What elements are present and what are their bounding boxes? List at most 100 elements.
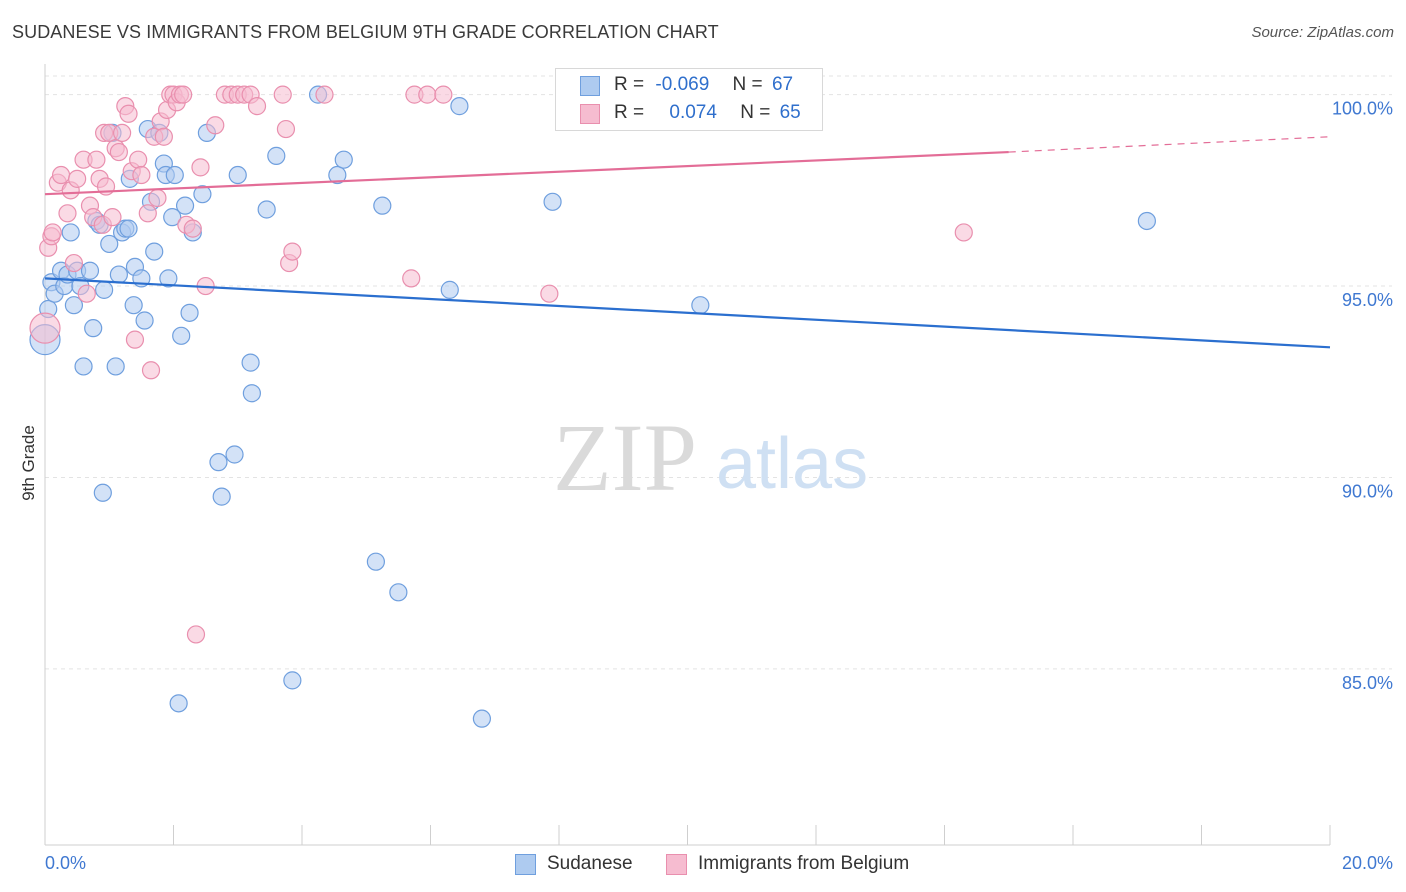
sudanese-point [95, 280, 114, 299]
belgium-point [64, 253, 84, 273]
sudanese-point [119, 219, 138, 238]
y-tick-label: 85.0% [1342, 673, 1393, 693]
belgium-point [247, 97, 267, 116]
r-label: R = [614, 74, 645, 95]
belgium-legend-swatch [666, 854, 687, 875]
sudanese-point [242, 384, 261, 403]
sudanese-legend-label: Sudanese [547, 853, 633, 874]
belgium-point [138, 204, 157, 223]
sudanese-point [241, 353, 260, 372]
sudanese-point [172, 326, 191, 345]
sudanese-trend-line [44, 277, 1331, 349]
source-note: Source: ZipAtlas.com [1251, 24, 1394, 41]
belgium-point [103, 208, 122, 227]
n-value-belgium: 65 [779, 102, 801, 123]
sudanese-point [691, 296, 710, 315]
sudanese-point [373, 196, 392, 215]
sudanese-point [193, 185, 212, 204]
sudanese-point [283, 671, 302, 690]
sudanese-point [169, 694, 188, 713]
belgium-point [315, 85, 334, 104]
belgium-point [174, 85, 193, 104]
r-value-sudanese: -0.069 [655, 74, 710, 95]
n-label: N = [740, 102, 771, 123]
belgium-point [273, 85, 292, 104]
belgium-swatch [580, 104, 600, 124]
belgium-point [183, 219, 202, 238]
sudanese-point [389, 583, 408, 602]
y-tick-label: 95.0% [1342, 290, 1393, 310]
sudanese-point [180, 303, 199, 322]
belgium-point [77, 284, 96, 303]
belgium-point [954, 223, 973, 242]
belgium-point [148, 188, 167, 208]
n-value-sudanese: 67 [771, 74, 794, 95]
sudanese-legend-swatch [515, 854, 536, 875]
sudanese-point [163, 208, 182, 227]
x-tick-label: 20.0% [1342, 853, 1393, 873]
belgium-point [68, 169, 87, 188]
belgium-point [109, 142, 128, 162]
sudanese-point [450, 97, 469, 116]
sudanese-point [1137, 211, 1156, 231]
sudanese-point [228, 165, 247, 185]
belgium-point [43, 223, 62, 242]
sudanese-point [334, 150, 353, 169]
sudanese-point [106, 357, 125, 376]
sudanese-point [212, 487, 231, 506]
axes: 85.0% 90.0% 95.0% 100.0% 0.0% 20.0% [44, 64, 1393, 873]
belgium-trend-line [44, 150, 1009, 196]
sudanese-point [64, 296, 84, 315]
belgium-point [276, 119, 296, 139]
chart-title: SUDANESE VS IMMIGRANTS FROM BELGIUM 9TH … [12, 22, 719, 42]
sudanese-point [225, 445, 244, 464]
sudanese-point [80, 261, 100, 280]
stats-legend: R = -0.069 N = 67 R = 0.074 N = 65 [555, 68, 823, 131]
belgium-point [402, 269, 421, 288]
belgium-point [141, 361, 161, 380]
sudanese-point [84, 319, 103, 338]
sudanese-point [366, 552, 385, 571]
y-tick-label: 100.0% [1332, 99, 1393, 119]
sudanese-point [472, 709, 491, 728]
belgium-point [87, 150, 106, 169]
belgium-point [186, 625, 206, 644]
belgium-trend-extension [1008, 136, 1331, 153]
x-tick-label: 0.0% [45, 853, 86, 873]
belgium-point [283, 242, 302, 261]
data-points [29, 85, 1156, 728]
sudanese-point [93, 483, 112, 502]
sudanese-point [100, 234, 119, 254]
r-label: R = [614, 102, 645, 123]
trend-lines [44, 136, 1331, 349]
r-value-belgium: 0.074 [669, 102, 717, 123]
sudanese-point [135, 311, 154, 330]
sudanese-point [175, 196, 195, 215]
belgium-point [125, 330, 145, 349]
sudanese-point [145, 242, 164, 261]
belgium-point [418, 85, 437, 104]
belgium-point [132, 165, 151, 185]
belgium-point [540, 284, 559, 303]
sudanese-point [267, 146, 286, 165]
sudanese-point [124, 296, 143, 315]
sudanese-point [209, 453, 228, 472]
y-tick-label: 90.0% [1342, 481, 1393, 501]
sudanese-point [440, 280, 459, 299]
sudanese-point [61, 223, 80, 242]
sudanese-point [159, 269, 178, 288]
watermark-atlas: atlas [716, 424, 868, 504]
belgium-point [191, 158, 210, 177]
belgium-point [129, 150, 148, 169]
belgium-point [112, 123, 132, 143]
stats-text-belgium: R = 0.074 N = 65 [614, 102, 801, 124]
belgium-point [51, 165, 71, 185]
belgium-point [29, 312, 61, 344]
n-label: N = [732, 74, 763, 95]
sudanese-point [165, 165, 184, 185]
sudanese-point [109, 265, 128, 284]
sudanese-point [257, 200, 276, 219]
sudanese-point [543, 192, 562, 211]
sudanese-point [74, 357, 93, 376]
